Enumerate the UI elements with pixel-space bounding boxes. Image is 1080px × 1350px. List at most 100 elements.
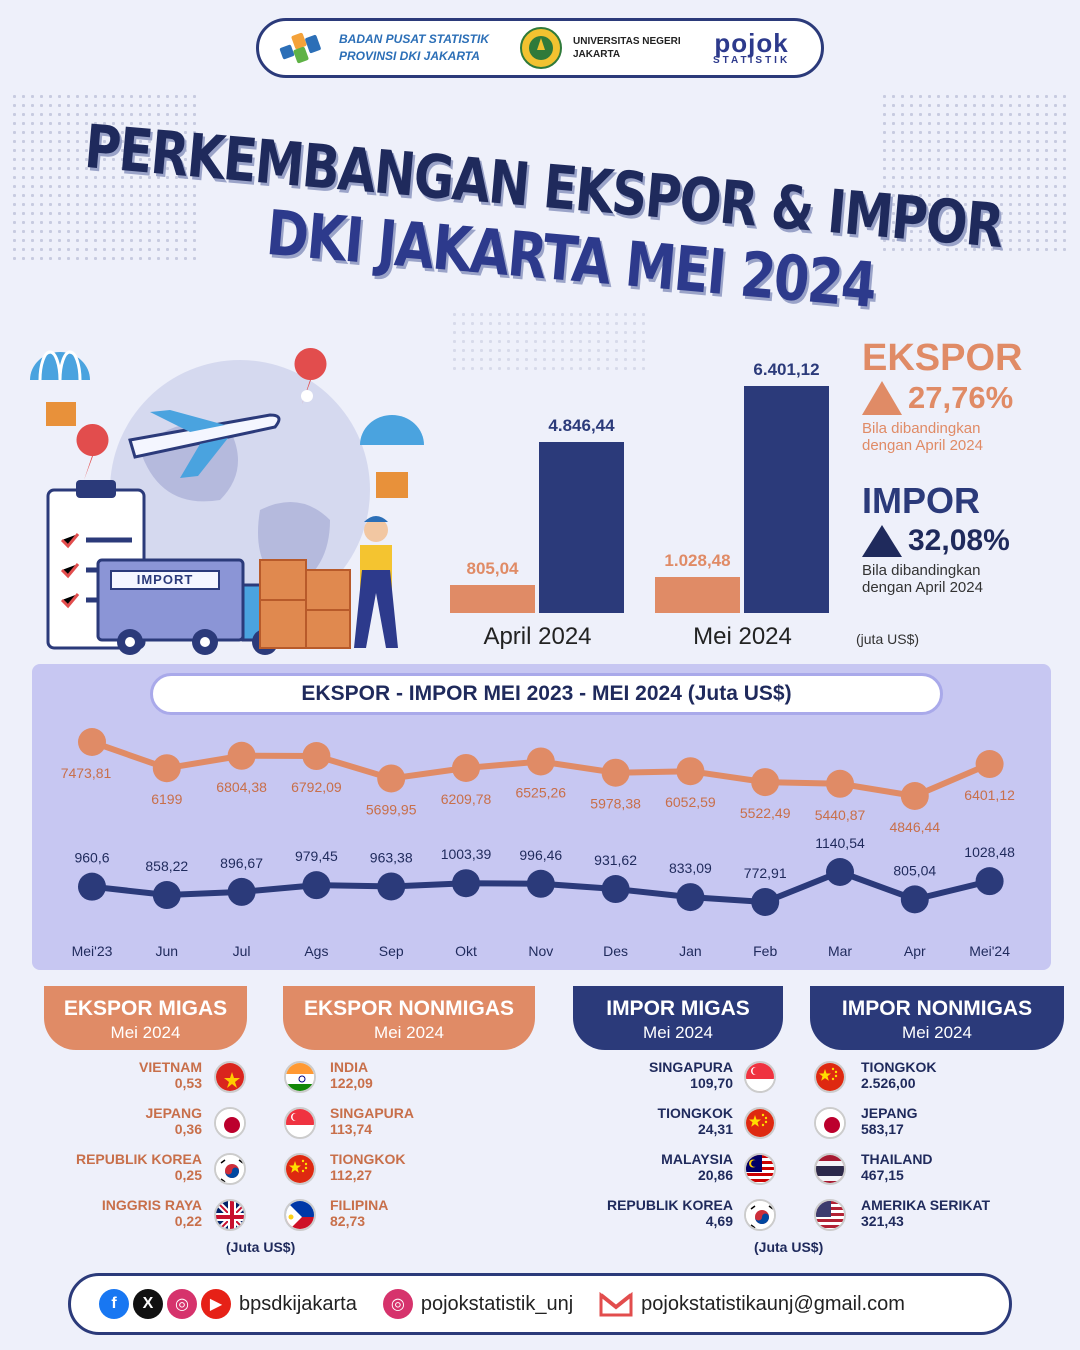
country-value: 4,69 <box>705 1213 733 1229</box>
country-entry: INGGRIS RAYA 0,22 <box>20 1197 202 1229</box>
india-flag-icon <box>284 1061 316 1093</box>
ekspor-point <box>526 747 555 776</box>
ekspor-data-label: 5522,49 <box>740 805 791 821</box>
x-tick-label: Mei'23 <box>72 943 113 959</box>
philippines-flag-icon <box>284 1199 316 1231</box>
country-categories: EKSPOR MIGAS Mei 2024 VIETNAM 0,53 JEPANG 0,3… <box>0 986 1080 1266</box>
ekspor-data-label: 6209,78 <box>441 791 492 807</box>
country-value: 24,31 <box>697 1121 733 1137</box>
category-subtitle: Mei 2024 <box>902 1023 972 1042</box>
x-tick-label: Nov <box>528 943 553 959</box>
dot-pattern <box>880 92 1070 252</box>
ekspor-data-label: 5699,95 <box>366 801 417 817</box>
x-tick-label: Apr <box>904 943 926 959</box>
x-tick-label: Sep <box>379 943 404 959</box>
singapore-flag-icon <box>284 1107 316 1139</box>
instagram-icon[interactable]: ◎ <box>167 1289 197 1319</box>
thailand-flag-icon <box>814 1153 846 1185</box>
country-name: AMERIKA SERIKAT <box>861 1197 991 1213</box>
korea-flag-icon <box>744 1199 776 1231</box>
bar-value-label: 4.846,44 <box>548 415 615 435</box>
singapore-flag-icon <box>744 1061 776 1093</box>
country-entry: FILIPINA 82,73 <box>330 1197 530 1229</box>
facebook-icon[interactable]: f <box>99 1289 129 1319</box>
country-name: TIONGKOK <box>657 1105 733 1121</box>
country-entry: SINGAPURA 109,70 <box>560 1059 733 1091</box>
youtube-icon[interactable]: ▶ <box>201 1289 231 1319</box>
ekspor-note2: dengan April 2024 <box>862 437 983 454</box>
country-value: 122,09 <box>330 1075 373 1091</box>
gmail-icon[interactable] <box>599 1291 633 1317</box>
ekspor-data-label: 5440,87 <box>815 807 866 823</box>
impor-data-label: 1028,48 <box>964 844 1015 860</box>
ekspor-data-label: 6052,59 <box>665 794 716 810</box>
email-address[interactable]: pojokstatistikaunj@gmail.com <box>641 1292 905 1315</box>
category-header-impor-nonmigas: IMPOR NONMIGAS Mei 2024 <box>810 986 1064 1050</box>
ekspor-point <box>152 754 181 783</box>
impor-point <box>152 881 181 910</box>
category-header-impor-migas: IMPOR MIGAS Mei 2024 <box>573 986 783 1050</box>
impor-label: IMPOR <box>862 480 981 521</box>
bar-category-label: Mei 2024 <box>693 623 792 650</box>
bps-line2: PROVINSI DKI JAKARTA <box>339 49 480 63</box>
country-value: 0,22 <box>174 1213 202 1229</box>
country-entry: MALAYSIA 20,86 <box>560 1151 733 1183</box>
ekspor-data-label: 5978,38 <box>590 796 641 812</box>
country-name: SINGAPURA <box>648 1059 733 1075</box>
impor-summary: IMPOR 32,08% Bila dibandingkan dengan Ap… <box>862 482 1072 596</box>
ekspor-point <box>452 753 480 782</box>
triangle-up-icon <box>862 381 902 415</box>
country-entry: TIONGKOK 24,31 <box>560 1105 733 1137</box>
impor-point <box>975 867 1004 896</box>
x-tick-label: Jun <box>156 943 179 959</box>
ekspor-point <box>751 768 780 797</box>
impor-point <box>78 872 106 901</box>
triangle-up-icon <box>862 525 902 557</box>
trade-illustration <box>30 348 424 655</box>
ekspor-pct-row: 27,76% <box>862 380 1072 416</box>
country-name: SINGAPURA <box>330 1105 415 1121</box>
category-title: EKSPOR NONMIGAS <box>303 997 515 1020</box>
bps-logo-icon <box>279 32 321 64</box>
country-value: 0,36 <box>174 1121 202 1137</box>
country-value: 0,25 <box>174 1167 202 1183</box>
ekspor-point <box>975 750 1004 779</box>
unj-line2: JAKARTA <box>573 49 621 60</box>
x-icon[interactable]: X <box>133 1289 163 1319</box>
bar-value-label: 1.028,48 <box>664 550 731 570</box>
unit-label-left: (Juta US$) <box>226 1239 296 1255</box>
line-chart-panel <box>32 664 1051 970</box>
handle-bpsdkijakarta[interactable]: bpsdkijakarta <box>239 1292 357 1315</box>
malaysia-flag-icon <box>744 1153 776 1185</box>
country-entry: SINGAPURA 113,74 <box>330 1105 530 1137</box>
ekspor-data-label: 4846,44 <box>889 819 940 835</box>
country-name: MALAYSIA <box>661 1151 733 1167</box>
country-entry: REPUBLIK KOREA 0,25 <box>20 1151 202 1183</box>
country-name: TIONGKOK <box>861 1059 937 1075</box>
dot-pattern <box>450 310 650 370</box>
dot-pattern <box>10 92 200 262</box>
impor-pct-row: 32,08% <box>862 524 1072 558</box>
impor-data-label: 858,22 <box>145 858 188 874</box>
pojok-sub: STATISTIK <box>713 55 791 66</box>
country-entry: AMERIKA SERIKAT 321,43 <box>861 1197 1071 1229</box>
impor-pct: 32,08% <box>908 524 1010 557</box>
handle-pojokstatistik[interactable]: pojokstatistik_unj <box>420 1292 574 1315</box>
impor-point <box>676 883 705 912</box>
instagram-icon[interactable]: ◎ <box>382 1289 413 1319</box>
japan-flag-icon <box>814 1107 846 1139</box>
country-name: JEPANG <box>145 1105 202 1121</box>
x-tick-label: Jul <box>233 943 251 959</box>
ekspor-point <box>78 728 106 756</box>
impor-note1: Bila dibandingkan <box>862 562 981 579</box>
ekspor-point <box>227 741 256 770</box>
pojok-logo: pojok STATISTIK <box>713 30 790 66</box>
country-value: 2.526,00 <box>861 1075 916 1091</box>
x-tick-label: Mar <box>828 943 852 959</box>
truck-label: IMPORT <box>110 570 220 590</box>
impor-data-label: 896,67 <box>220 855 263 871</box>
china-flag-icon <box>814 1061 846 1093</box>
impor-point <box>526 869 555 898</box>
bps-line1: BADAN PUSAT STATISTIK <box>339 32 489 46</box>
ekspor-point <box>900 782 929 810</box>
